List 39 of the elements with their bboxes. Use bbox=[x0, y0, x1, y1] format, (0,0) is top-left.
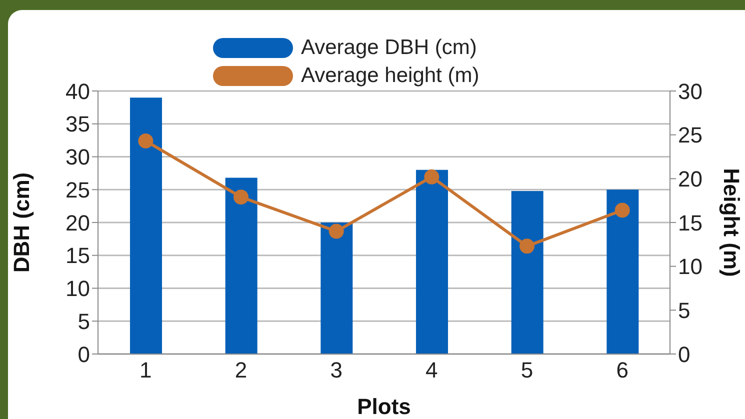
y-tick-label: 15 bbox=[66, 243, 90, 268]
x-tick-label: 4 bbox=[426, 358, 438, 383]
bar bbox=[225, 178, 258, 354]
bar bbox=[606, 190, 639, 354]
y-tick-label: 10 bbox=[66, 276, 90, 302]
y-tick-label: 5 bbox=[78, 308, 90, 334]
y-tick-label: 25 bbox=[66, 177, 90, 202]
point bbox=[234, 190, 248, 205]
x-tick-label: 6 bbox=[616, 358, 628, 383]
y2-tick-label: 30 bbox=[678, 78, 702, 104]
y-axis-title: DBH (cm) bbox=[8, 172, 34, 273]
y-tick-label: 30 bbox=[66, 144, 90, 170]
point bbox=[138, 133, 154, 148]
y-tick-label: 35 bbox=[66, 112, 90, 137]
y2-tick-label: 0 bbox=[678, 342, 690, 367]
x-tick-label: 3 bbox=[330, 358, 342, 383]
y2-tick-label: 10 bbox=[678, 254, 702, 280]
y-tick-label: 20 bbox=[66, 210, 90, 236]
point bbox=[328, 224, 344, 239]
y2-tick-label: 15 bbox=[678, 210, 702, 236]
legend-label: Average DBH (cm) bbox=[301, 36, 477, 60]
bar bbox=[511, 190, 544, 354]
y2-tick-label: 5 bbox=[678, 298, 690, 323]
legend-label: Average height (m) bbox=[301, 64, 480, 88]
y2-tick-label: 20 bbox=[678, 166, 702, 192]
point bbox=[614, 202, 630, 218]
bar bbox=[416, 170, 448, 354]
y-tick-label: 40 bbox=[66, 78, 90, 104]
point bbox=[424, 169, 440, 184]
bar bbox=[130, 98, 162, 354]
bar bbox=[320, 222, 353, 354]
x-tick-label: 1 bbox=[140, 358, 152, 383]
y-tick-label: 0 bbox=[78, 342, 90, 367]
x-tick-label: 2 bbox=[234, 358, 248, 383]
point bbox=[520, 238, 534, 254]
y2-tick-label: 25 bbox=[678, 122, 702, 148]
x-axis-title: Plots bbox=[357, 394, 411, 419]
y2-axis-title: Height (m) bbox=[719, 168, 744, 277]
x-tick-label: 5 bbox=[520, 358, 534, 383]
